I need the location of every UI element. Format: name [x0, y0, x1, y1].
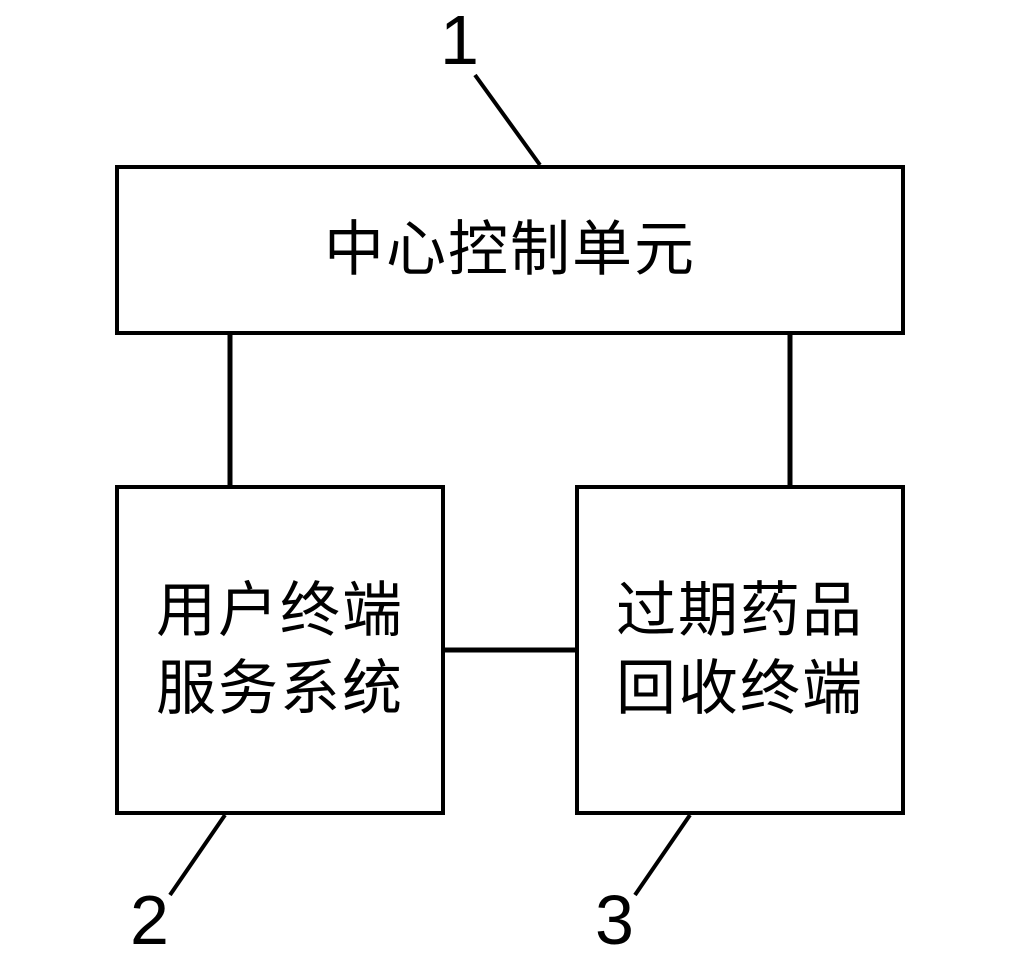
top-box: 中心控制单元 [115, 165, 905, 335]
right-box: 过期药品 回收终端 [575, 485, 905, 815]
annotation-3: 3 [595, 880, 634, 960]
right-box-line1: 过期药品 [616, 572, 864, 650]
right-box-text: 过期药品 回收终端 [616, 572, 864, 728]
diagram-container: 中心控制单元 用户终端 服务系统 过期药品 回收终端 1 2 3 [0, 0, 1027, 971]
annotation-2: 2 [130, 880, 169, 960]
left-box: 用户终端 服务系统 [115, 485, 445, 815]
annotation-1: 1 [440, 0, 479, 80]
left-box-line1: 用户终端 [156, 572, 404, 650]
left-box-text: 用户终端 服务系统 [156, 572, 404, 728]
left-box-line2: 服务系统 [156, 650, 404, 728]
right-box-line2: 回收终端 [616, 650, 864, 728]
top-box-label: 中心控制单元 [324, 211, 696, 289]
